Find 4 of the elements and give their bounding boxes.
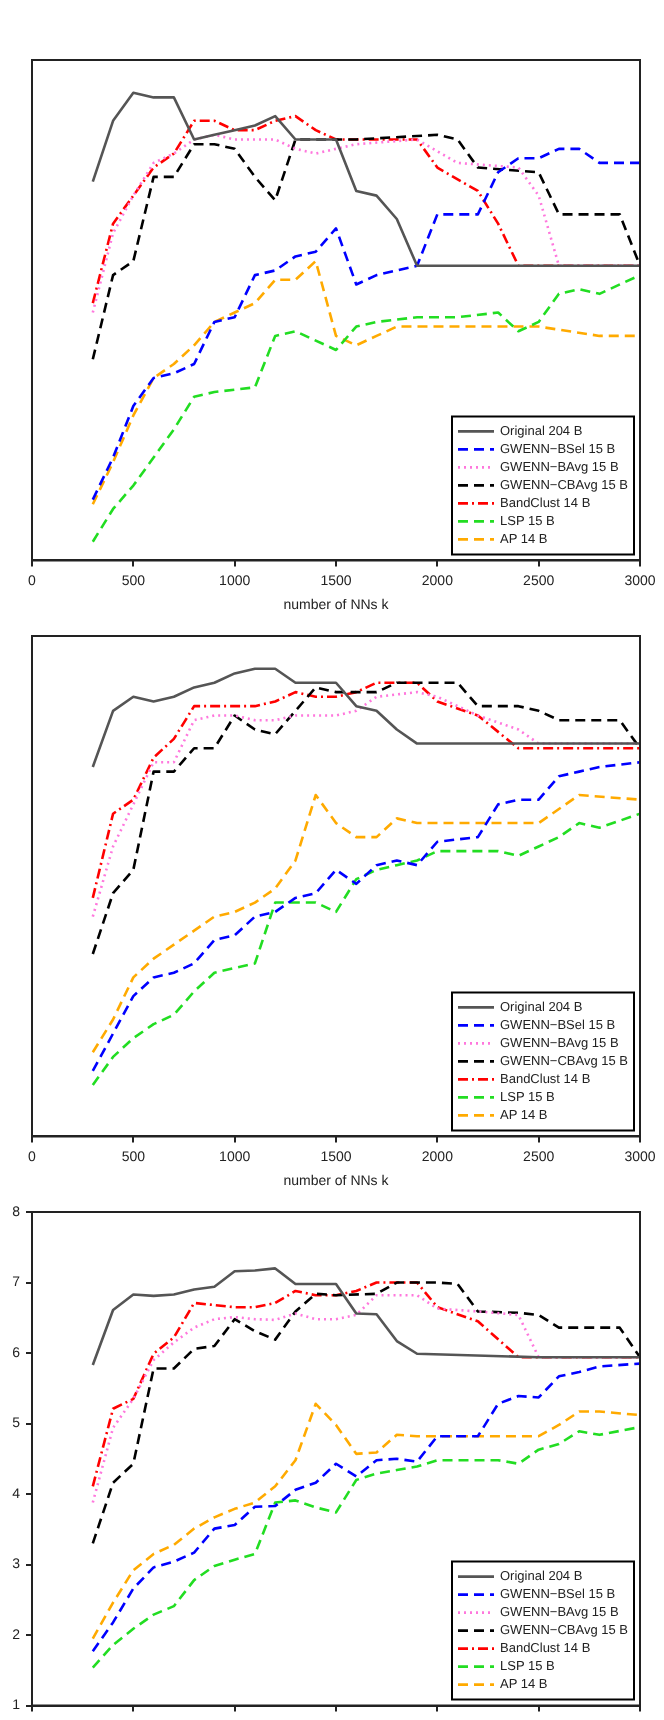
line-series — [91, 1362, 640, 1653]
line-series — [91, 1402, 640, 1640]
line-series — [91, 1425, 640, 1669]
line-series — [91, 1281, 640, 1545]
